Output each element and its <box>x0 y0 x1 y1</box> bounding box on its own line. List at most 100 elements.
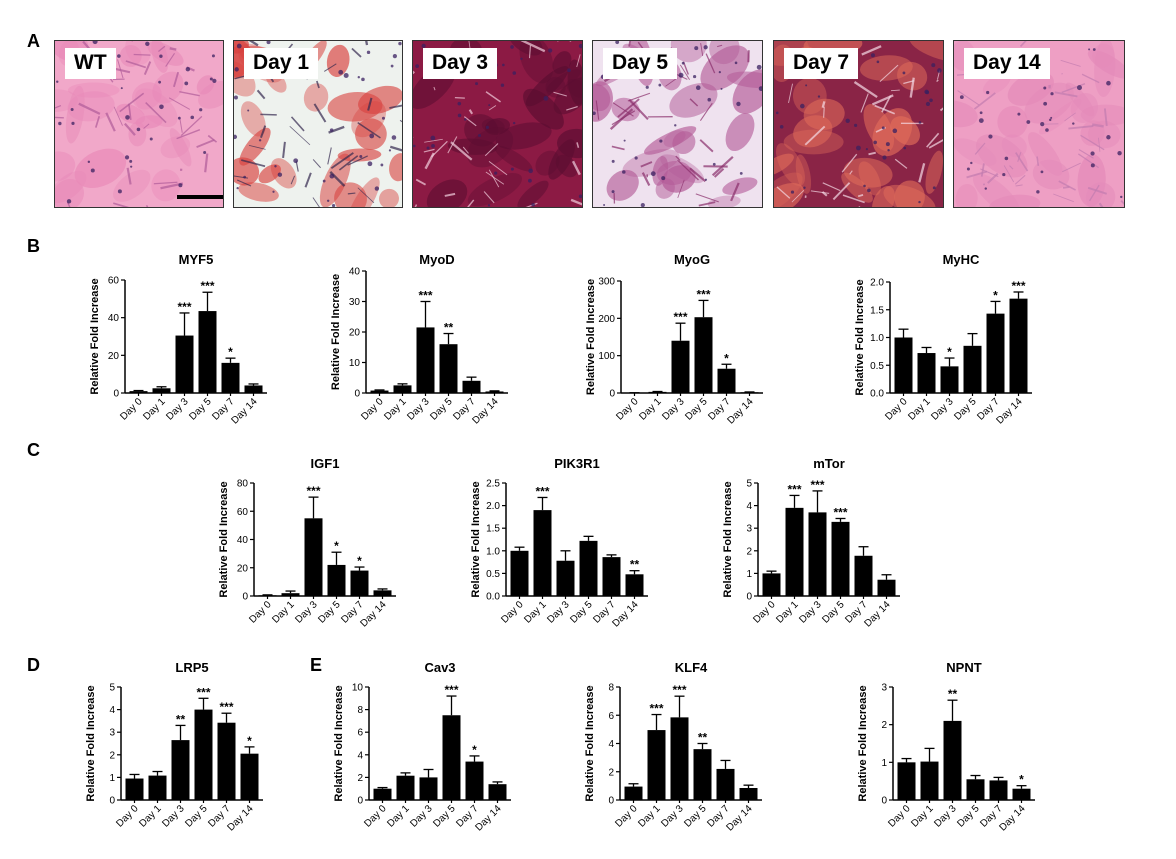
bar <box>373 590 392 596</box>
panel-label-b: B <box>27 236 40 256</box>
y-tick-label: 200 <box>598 314 615 325</box>
tissue-boundary <box>791 190 805 203</box>
x-tick-label: Day 3 <box>797 599 824 626</box>
chart-myhc: MyHC Relative Fold Increase 0.0 0.5 1.0 1.5 2.… <box>854 252 1032 427</box>
cell-nucleus <box>185 67 191 72</box>
y-tick-label: 2 <box>109 750 115 761</box>
bar <box>198 311 217 393</box>
tissue-boundary <box>612 102 634 117</box>
cell-nucleus <box>736 101 741 107</box>
tissue-fiber <box>351 101 387 138</box>
significance-label: ** <box>176 712 186 726</box>
tissue-fiber <box>655 178 675 199</box>
cell-nucleus <box>645 85 649 89</box>
x-tick-label: Day 0 <box>883 396 910 423</box>
cell-nucleus <box>704 178 708 181</box>
cell-nucleus <box>695 85 701 91</box>
bar <box>556 560 575 596</box>
x-tick-label: Day 5 <box>568 599 595 626</box>
tissue-boundary <box>788 83 793 104</box>
tissue-boundary <box>1089 184 1100 202</box>
tissue-boundary <box>553 91 567 97</box>
x-tick-label: Day 0 <box>613 803 640 830</box>
significance-label: *** <box>535 484 549 498</box>
tissue-boundary <box>857 194 864 198</box>
tissue-boundary <box>145 101 167 124</box>
x-tick-label: Day 5 <box>683 396 710 423</box>
cell-nucleus <box>805 84 808 87</box>
cell-nucleus <box>1092 48 1096 51</box>
tissue-boundary <box>467 199 475 207</box>
bar <box>877 579 896 596</box>
y-tick-label: 1 <box>746 569 752 580</box>
x-tick-label: Day 1 <box>906 396 933 423</box>
cell-nucleus <box>854 123 858 127</box>
tissue-boundary <box>304 172 312 188</box>
tissue-boundary <box>313 103 327 123</box>
bar <box>373 788 392 800</box>
tissue-boundary <box>776 186 791 199</box>
chart-title: PIK3R1 <box>554 456 600 471</box>
y-tick-label: 0.5 <box>486 569 500 580</box>
bar <box>258 595 277 596</box>
x-tick-label: Day 14 <box>229 396 259 426</box>
y-tick-label: 3 <box>109 728 115 739</box>
cell-nucleus <box>500 83 505 87</box>
tissue-fiber <box>119 45 142 67</box>
x-tick-label: Day 1 <box>137 803 164 830</box>
tissue-boundary <box>868 151 876 156</box>
y-tick-label: 300 <box>598 277 615 288</box>
bar <box>716 768 735 800</box>
cell-nucleus <box>658 83 662 87</box>
tissue-boundary <box>1060 59 1081 67</box>
tissue-fiber <box>347 177 380 207</box>
y-tick-label: 60 <box>237 507 249 518</box>
tissue-boundary <box>338 155 359 171</box>
chart-igf1: IGF1 Relative Fold Increase 0 20 40 60 80 Day 0… <box>218 456 396 630</box>
tissue-boundary <box>365 41 369 46</box>
chart-pik3r1: PIK3R1 Relative Fold Increase 0.0 0.5 1.0 1.5… <box>470 456 648 630</box>
cell-nucleus <box>603 204 606 207</box>
tissue-boundary <box>447 136 458 154</box>
tissue-boundary <box>966 170 988 179</box>
cell-nucleus <box>1106 80 1111 86</box>
y-tick-label: 2 <box>608 767 614 778</box>
bar <box>602 557 621 596</box>
bar <box>327 564 346 596</box>
tissue-fiber <box>644 126 697 155</box>
y-tick-label: 10 <box>349 358 361 369</box>
cell-nucleus <box>421 43 426 48</box>
cell-nucleus <box>1040 170 1044 174</box>
tissue-boundary <box>936 79 939 82</box>
cell-nucleus <box>199 108 203 112</box>
cell-nucleus <box>966 167 970 171</box>
cell-nucleus <box>520 57 523 61</box>
y-tick-label: 0 <box>354 389 360 400</box>
tissue-boundary <box>316 80 320 89</box>
cell-nucleus <box>739 171 743 175</box>
significance-label: * <box>334 539 339 553</box>
cell-nucleus <box>457 101 462 106</box>
cell-nucleus <box>543 96 549 101</box>
cell-nucleus <box>212 78 217 83</box>
significance-label: *** <box>696 287 710 301</box>
cell-nucleus <box>882 155 887 160</box>
panel-label-c: C <box>27 440 40 460</box>
x-tick-label: Day 0 <box>247 599 274 626</box>
cell-nucleus <box>1090 151 1095 156</box>
cell-nucleus <box>1017 112 1021 116</box>
x-tick-label: Day 14 <box>610 599 640 629</box>
cell-nucleus <box>703 45 708 50</box>
cell-nucleus <box>984 187 987 190</box>
significance-label: ** <box>630 558 640 572</box>
significance-label: * <box>724 351 729 365</box>
cell-nucleus <box>1043 101 1048 106</box>
tissue-boundary <box>165 53 175 67</box>
cell-nucleus <box>58 121 62 126</box>
cell-nucleus <box>986 90 990 95</box>
y-tick-label: 1.5 <box>486 524 500 535</box>
cell-nucleus <box>531 202 535 207</box>
y-tick-label: 1 <box>881 758 887 769</box>
tissue-boundary <box>860 93 869 113</box>
y-tick-label: 10 <box>352 683 364 694</box>
